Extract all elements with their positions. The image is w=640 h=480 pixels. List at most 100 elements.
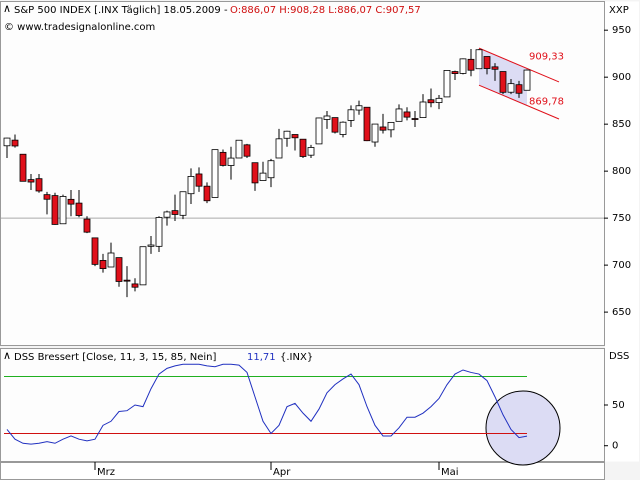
candle-body [291,134,299,139]
candle-body [451,71,459,75]
marks: 650 700 750 800 850 900 950 909,33 869,78 0 50 Mrz A… [1,25,631,478]
candle-body [51,195,59,225]
candle-body [235,139,243,159]
copyright: © www.tradesignalonline.com [4,22,155,33]
candle-body [475,49,483,70]
candle-body [499,71,507,93]
channel-line [478,84,560,120]
candle-body [371,123,379,143]
indicator-axis-label: DSS [609,351,629,362]
y-tick-label: 700 [612,260,631,271]
candle-body [467,58,475,71]
icon: ∧ [3,2,11,15]
candle-body [195,173,203,187]
candle-body [107,252,115,268]
highlight-circle [485,390,561,466]
candle-body [27,179,35,183]
y-tick-label: 50 [612,400,625,411]
y-tick-label: 900 [612,72,631,83]
indicator-source: {.INX} [280,352,313,363]
y-tick-label: 800 [612,166,631,177]
candle-body [139,246,147,286]
x-axis-area [0,462,605,480]
candle-body [307,147,315,156]
candle-body [67,198,75,205]
candle-body [515,84,523,94]
candle-body [323,115,331,120]
candle-body [227,157,235,166]
candle-body [251,162,259,184]
candle-body [387,121,395,131]
candle-body [115,257,123,282]
y-tick-label: 850 [612,119,631,130]
y-tick-label: 0 [612,441,618,452]
header-ohlc: O:886,07 H:908,28 L:886,07 C:907,57 [230,5,421,16]
candle-body [347,109,355,121]
candle-body [203,185,211,202]
channel-label: 909,33 [529,51,564,62]
channel-label: 869,78 [529,97,564,108]
candle-body [3,137,11,147]
candle-body [75,202,83,216]
candle-body [147,244,155,247]
candle-body [171,210,179,215]
indicator-title: DSS Bressert [Close, 11, 3, 15, 85, Nein… [14,352,216,363]
dss-line [6,363,528,445]
main-panel [0,1,605,346]
candle-body [419,101,427,118]
x-tick-label: Mrz [97,467,115,478]
candle-body [459,58,467,74]
header-title: S&P 500 INDEX [.INX Täglich] 18.05.2009 … [14,5,228,16]
candle-body [43,194,51,200]
symbol-label: XXP [609,5,629,16]
candle-body [259,172,267,181]
candle-body [179,191,187,216]
candle-body [523,69,531,91]
candle-body [331,117,339,133]
candle-body [83,218,91,233]
candle-body [275,138,283,159]
candle-body [131,283,139,288]
candle-body [91,237,99,265]
candle-body [163,211,171,218]
candle-body [403,111,411,118]
candle-body [11,139,19,147]
candle-body [435,97,443,103]
candle-body [283,130,291,139]
candle-body [267,160,275,179]
candle-body [363,106,371,142]
candle-body [299,138,307,157]
channel-line [478,47,560,83]
candle-body [123,279,131,282]
axis-area [605,1,639,462]
candle-body [395,108,403,122]
x-tick-label: Apr [273,467,291,478]
candle-body [219,151,227,166]
candle-body [339,121,347,135]
candle-body [507,83,515,93]
candle-body [379,126,387,131]
candle-body [35,178,43,192]
candle-body [155,217,163,247]
icon: ∧ [3,349,11,362]
candle-body [243,144,251,157]
candle-body [59,196,67,225]
candle-body [427,99,435,104]
y-tick-label: 650 [612,307,631,318]
candle-body [491,66,499,70]
indicator-value: 11,71 [247,352,276,363]
candle-body [187,176,195,195]
y-tick-label: 950 [612,25,631,36]
candle-body [315,117,323,145]
candle-body [19,153,27,182]
candle-body [411,118,419,120]
y-tick-label: 750 [612,213,631,224]
candle-body [99,260,107,270]
candle-body [483,56,491,69]
candle-body [211,149,219,198]
x-tick-label: Mai [441,467,459,478]
candle-body [443,70,451,98]
candle-body [355,105,363,111]
